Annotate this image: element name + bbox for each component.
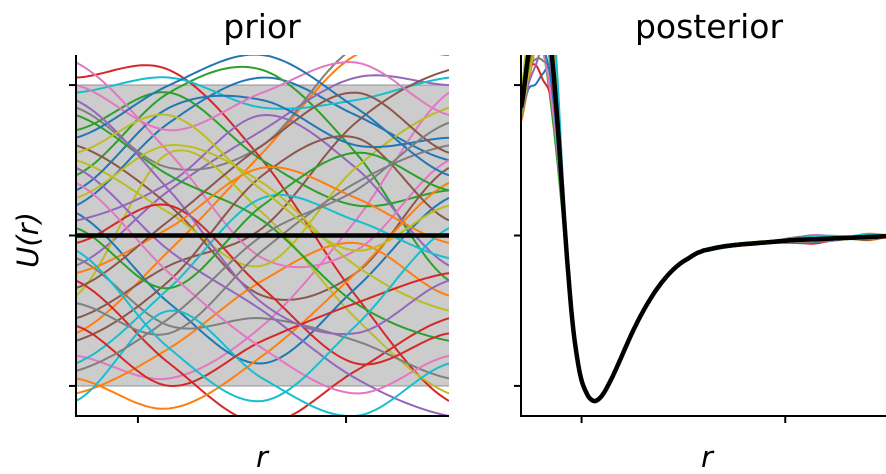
posterior-ticks — [514, 84, 787, 423]
prior-sample-line — [76, 61, 449, 269]
posterior-mean-line — [521, 55, 886, 404]
prior-sample-line — [76, 91, 449, 381]
prior-sample-line — [76, 151, 449, 290]
prior-sample-line — [76, 76, 449, 110]
prior-sample-line — [76, 113, 449, 267]
prior-sample-line — [76, 91, 449, 208]
prior-sample-line — [76, 61, 449, 132]
prior-sample-line — [76, 69, 449, 320]
prior-sample-line — [76, 203, 449, 366]
y-axis-label: U(r) — [11, 212, 45, 268]
prior-sample-line — [76, 182, 449, 395]
prior-title: prior — [223, 7, 301, 46]
prior-sample-curves — [76, 55, 449, 416]
prior-x-label: r — [256, 440, 270, 474]
prior-sample-line — [76, 309, 449, 416]
prior-sample-line — [76, 99, 449, 335]
prior-sample-line — [76, 94, 449, 192]
prior-sample-line — [76, 55, 358, 335]
prior-sample-line — [76, 55, 449, 177]
posterior-x-label: r — [701, 440, 715, 474]
prior-sample-line — [76, 279, 449, 416]
prior-sample-line — [76, 149, 449, 395]
prior-sample-line — [76, 106, 449, 268]
prior-sample-line — [76, 182, 449, 410]
prior-sample-line — [76, 143, 449, 312]
posterior-panel: posterior r — [514, 7, 886, 474]
prior-sample-line — [76, 113, 449, 252]
prior-sample-line — [76, 241, 449, 395]
posterior-mean-curve — [521, 55, 886, 404]
prior-panel: prior r U(r) — [11, 7, 449, 474]
posterior-title: posterior — [635, 7, 783, 46]
prior-sample-line — [76, 166, 449, 416]
prior-sample-line — [76, 227, 449, 403]
prior-sample-line — [76, 91, 449, 290]
prior-ticks — [69, 84, 348, 423]
